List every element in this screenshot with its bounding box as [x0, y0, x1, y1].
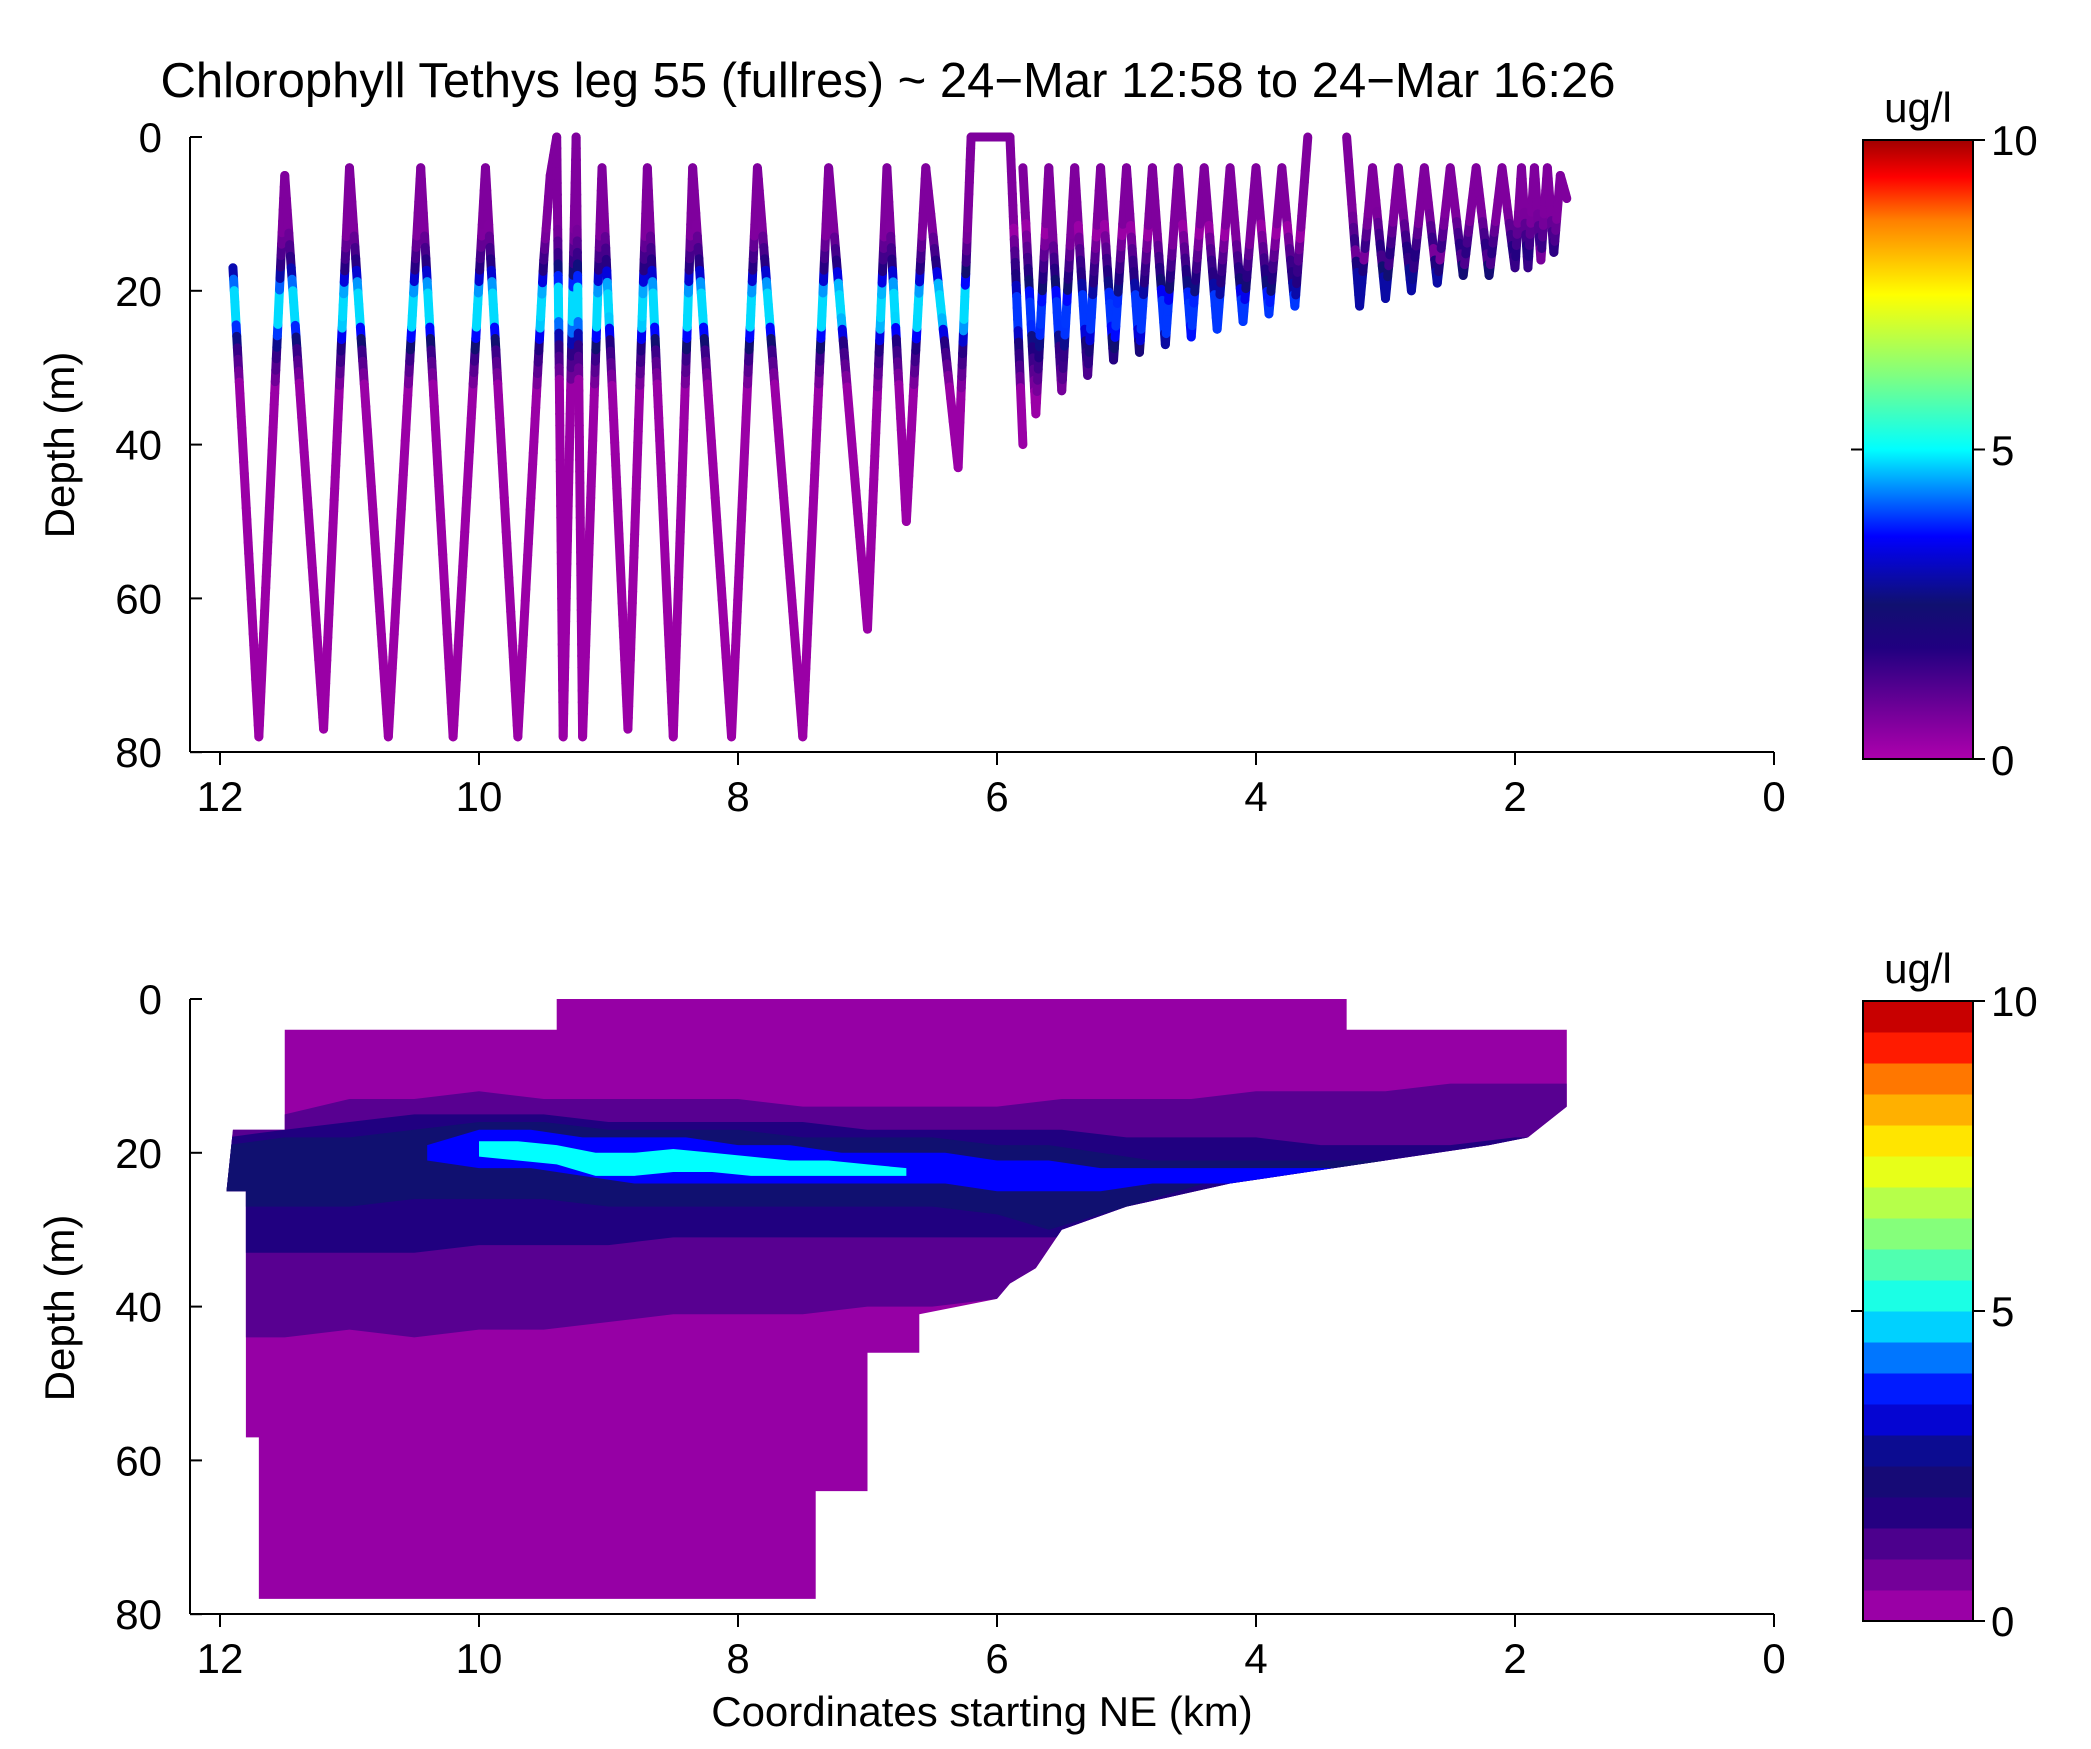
x-tick-label: 8 [726, 1635, 749, 1682]
colorbar-step [1863, 1063, 1973, 1095]
top-y-axis-label: Depth (m) [36, 352, 83, 539]
bottom-colorbar-tick-label: 0 [1991, 1598, 2014, 1645]
contour-band [479, 1141, 907, 1176]
bottom-colorbar-label: ug/l [1884, 945, 1952, 992]
top-colorbar: ug/l 10 5 0 [1851, 84, 2038, 784]
colorbar-step [1863, 1125, 1973, 1157]
colorbar-step [1863, 1466, 1973, 1498]
x-tick-label: 2 [1503, 1635, 1526, 1682]
x-tick-label: 0 [1762, 1635, 1785, 1682]
colorbar-step [1863, 1187, 1973, 1219]
top-colorbar-label: ug/l [1884, 84, 1952, 131]
bottom-y-ticks: 0 20 40 60 80 [115, 976, 202, 1638]
colorbar-step [1863, 1249, 1973, 1281]
bottom-x-ticks: 12 10 8 6 4 2 0 [197, 1614, 1786, 1682]
colorbar-step [1863, 1001, 1973, 1033]
bottom-x-axis-label: Coordinates starting NE (km) [711, 1688, 1253, 1735]
colorbar-step [1863, 1404, 1973, 1436]
colorbar-step [1863, 1590, 1973, 1622]
bottom-colorbar-tick-label: 10 [1991, 978, 2038, 1025]
bottom-colorbar-tick-label: 5 [1991, 1288, 2014, 1335]
top-data-layer [228, 132, 1572, 742]
contour-bands [226, 1083, 1567, 1338]
x-tick-label: 10 [456, 1635, 503, 1682]
bottom-colorbar: ug/l 10 5 0 [1851, 945, 2038, 1645]
x-tick-label: 6 [985, 1635, 1008, 1682]
y-tick-label: 40 [115, 1284, 162, 1331]
x-tick-label: 8 [726, 773, 749, 820]
y-tick-label: 40 [115, 422, 162, 469]
y-tick-label: 0 [139, 976, 162, 1023]
top-colorbar-tick-label: 10 [1991, 117, 2038, 164]
x-tick-label: 12 [197, 1635, 244, 1682]
bottom-y-axis-label: Depth (m) [36, 1215, 83, 1402]
y-tick-label: 20 [115, 268, 162, 315]
x-tick-label: 6 [985, 773, 1008, 820]
top-colorbar-tick-label: 5 [1991, 427, 2014, 474]
colorbar-step [1863, 1094, 1973, 1126]
x-tick-label: 2 [1503, 773, 1526, 820]
y-tick-label: 80 [115, 729, 162, 776]
bottom-colorbar-steps [1863, 1001, 1973, 1622]
top-y-ticks: 0 20 40 60 80 [115, 114, 202, 776]
top-colorbar-tick-label: 0 [1991, 737, 2014, 784]
track-segment [1560, 188, 1572, 204]
figure-title: Chlorophyll Tethys leg 55 (fullres) ~ 24… [161, 54, 1616, 108]
colorbar-step [1863, 1311, 1973, 1343]
x-tick-label: 10 [456, 773, 503, 820]
x-tick-label: 12 [197, 773, 244, 820]
colorbar-step [1863, 1342, 1973, 1374]
colorbar-step [1863, 1280, 1973, 1312]
bottom-data-layer [226, 999, 1567, 1599]
y-tick-label: 60 [115, 1437, 162, 1484]
track-segment [1302, 132, 1313, 153]
contour-band [427, 1129, 1360, 1192]
top-x-ticks: 12 10 8 6 4 2 0 [197, 752, 1786, 820]
y-tick-label: 20 [115, 1130, 162, 1177]
colorbar-step [1863, 1559, 1973, 1591]
x-tick-label: 4 [1244, 773, 1267, 820]
colorbar-step [1863, 1218, 1973, 1250]
x-tick-label: 0 [1762, 773, 1785, 820]
colorbar-step [1863, 1528, 1973, 1560]
y-tick-label: 80 [115, 1591, 162, 1638]
y-tick-label: 60 [115, 575, 162, 622]
x-tick-label: 4 [1244, 1635, 1267, 1682]
colorbar-step [1863, 1435, 1973, 1467]
top-colorbar-gradient [1862, 139, 1974, 760]
colorbar-step [1863, 1497, 1973, 1529]
y-tick-label: 0 [139, 114, 162, 161]
colorbar-step [1863, 1032, 1973, 1064]
colorbar-step [1863, 1373, 1973, 1405]
colorbar-step [1863, 1156, 1973, 1188]
